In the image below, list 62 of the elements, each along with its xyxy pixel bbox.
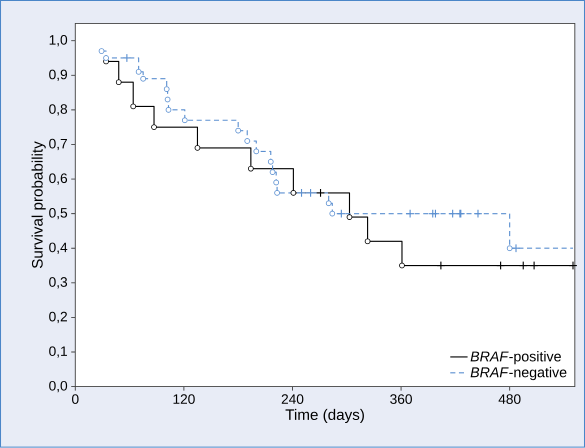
x-tick-label: 480	[498, 394, 521, 404]
point	[496, 261, 506, 270]
y-tick-label: 0,0	[49, 381, 68, 392]
x-tick-label: 120	[174, 394, 195, 404]
x-axis-title: Time (days)	[286, 409, 364, 424]
point	[194, 145, 200, 151]
y-tick-label: 0,7	[49, 138, 67, 150]
point	[244, 138, 250, 144]
point	[512, 244, 520, 253]
point	[136, 69, 142, 75]
point	[326, 200, 332, 206]
point	[140, 76, 146, 82]
point	[336, 209, 346, 218]
y-tick-label: 0,8	[49, 104, 68, 116]
point	[166, 107, 172, 113]
legend-label: BRAF-negative	[470, 367, 566, 380]
point	[448, 209, 458, 218]
point	[274, 190, 280, 196]
point	[364, 238, 370, 244]
point	[248, 166, 254, 172]
point	[306, 188, 316, 198]
point	[346, 214, 352, 220]
point	[182, 118, 188, 124]
y-axis-title: Survival probability	[32, 141, 46, 268]
point	[164, 96, 170, 103]
point	[297, 188, 306, 198]
y-tick-label: 0,5	[49, 208, 68, 220]
point	[253, 148, 260, 154]
point	[151, 124, 157, 130]
point	[103, 55, 109, 62]
point	[530, 261, 539, 270]
y-tick-label: 0,2	[49, 312, 67, 324]
point	[474, 209, 482, 218]
point	[399, 262, 405, 269]
y-tick-label: 0,3	[49, 277, 68, 289]
point	[506, 246, 513, 252]
point	[568, 261, 578, 270]
point	[122, 54, 132, 63]
point	[406, 209, 415, 218]
x-tick-label: 360	[390, 394, 412, 404]
point	[316, 188, 325, 198]
legend-label: BRAF-positive	[470, 351, 561, 364]
point	[235, 128, 242, 134]
y-tick-label: 0,9	[49, 70, 67, 82]
point	[273, 180, 280, 186]
point	[116, 80, 122, 86]
y-tick-label: 1,0	[50, 35, 68, 47]
y-tick-label: 0,1	[49, 346, 67, 358]
point	[98, 48, 104, 54]
point	[436, 261, 446, 270]
point	[290, 190, 296, 196]
point	[431, 209, 440, 218]
y-tick-label: 0,6	[49, 174, 68, 185]
x-tick-label: 240	[282, 394, 304, 404]
point	[329, 210, 336, 217]
x-tick-label: 0	[72, 394, 79, 404]
point	[518, 261, 528, 270]
point	[130, 104, 136, 110]
point	[270, 169, 276, 176]
point	[268, 159, 274, 165]
y-tick-label: 0,4	[49, 242, 68, 254]
point	[164, 86, 170, 92]
